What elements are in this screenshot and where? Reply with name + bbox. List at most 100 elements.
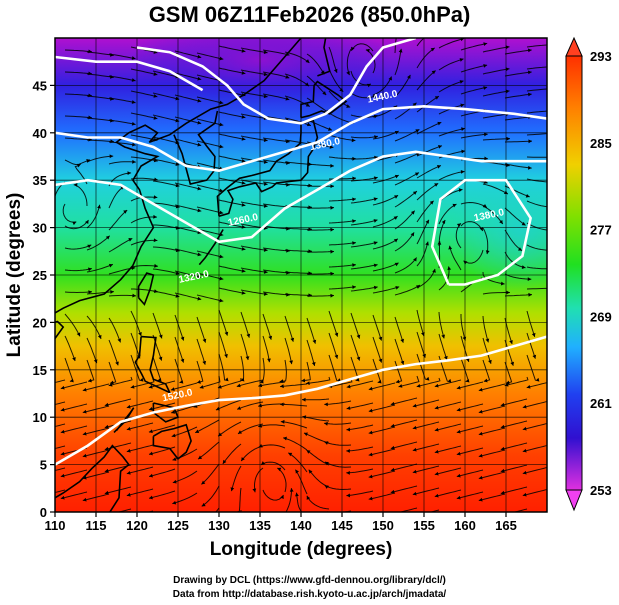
streamline-arrow — [328, 127, 333, 131]
streamline-arrow — [456, 223, 461, 228]
streamline — [240, 47, 268, 54]
streamline-arrow — [280, 384, 284, 389]
streamline-arrow — [149, 517, 153, 521]
streamline-arrow — [60, 407, 65, 412]
streamline — [108, 185, 125, 209]
streamline-arrow — [153, 116, 158, 120]
streamline — [64, 335, 76, 362]
streamline-arrow — [267, 358, 271, 363]
streamline — [174, 314, 185, 341]
streamline — [504, 163, 532, 169]
streamline-arrow — [289, 360, 294, 365]
coastlines — [55, 38, 348, 512]
streamline-arrow — [105, 235, 110, 240]
streamline-arrow — [126, 404, 131, 409]
streamline — [455, 222, 462, 249]
streamline-arrow — [324, 402, 328, 407]
y-tick-label: 15 — [33, 363, 47, 378]
streamline — [55, 489, 66, 494]
streamline-arrow — [245, 356, 250, 361]
streamline-arrow — [413, 257, 417, 262]
streamline-arrow — [82, 453, 87, 458]
streamline — [306, 295, 335, 297]
streamline-arrow — [478, 453, 483, 458]
streamline-arrow — [346, 449, 350, 453]
streamline — [240, 311, 250, 338]
streamline — [390, 419, 418, 427]
streamline — [296, 492, 303, 512]
streamline-arrow — [522, 404, 527, 409]
streamline — [350, 312, 360, 339]
streamline-arrow — [429, 200, 434, 205]
streamline-arrow — [412, 447, 417, 452]
streamline — [394, 284, 421, 296]
streamline — [500, 464, 528, 472]
streamline — [218, 243, 246, 250]
streamline — [306, 207, 335, 209]
streamline-arrow — [390, 445, 395, 450]
streamline-arrow — [263, 138, 268, 142]
streamline — [456, 447, 484, 455]
coastline-segment — [152, 423, 192, 461]
streamline-arrow — [199, 385, 204, 389]
streamline-arrow — [412, 469, 417, 474]
streamline — [394, 74, 411, 98]
streamline-arrow — [463, 260, 468, 265]
streamline-arrow — [522, 448, 527, 453]
streamline — [86, 139, 114, 143]
streamline-arrow — [197, 142, 202, 147]
streamline-arrow — [263, 94, 268, 99]
streamline-arrow — [351, 138, 356, 143]
streamline-arrow — [390, 401, 395, 406]
streamline-arrow — [478, 475, 483, 480]
streamline-arrow — [506, 290, 510, 295]
streamline — [482, 205, 504, 225]
streamline — [258, 381, 286, 387]
streamline — [174, 336, 184, 363]
streamline — [64, 137, 92, 141]
streamline — [126, 466, 154, 475]
streamline — [522, 444, 547, 452]
streamline — [218, 287, 246, 294]
streamline-arrow — [153, 238, 158, 243]
streamline — [416, 70, 437, 91]
streamline — [526, 200, 547, 208]
coastline-segment — [216, 119, 319, 217]
streamline — [328, 242, 356, 246]
y-tick-label: 20 — [33, 315, 47, 330]
streamline-arrow — [434, 183, 439, 187]
streamline-arrow — [198, 521, 202, 525]
streamline — [346, 48, 352, 76]
x-axis: 110 115 120 125 130 135 140 145 150 155 160 165 — [45, 512, 517, 533]
streamline-arrow — [479, 520, 483, 524]
streamline — [152, 312, 163, 339]
streamline-arrow — [149, 451, 153, 456]
streamline-arrow — [308, 469, 313, 474]
streamline — [218, 67, 246, 75]
streamline-arrow — [311, 362, 316, 366]
streamline-arrow — [521, 221, 526, 226]
streamline — [394, 172, 420, 186]
streamline-arrow — [443, 355, 448, 360]
streamline — [197, 441, 220, 460]
streamline — [148, 424, 176, 433]
streamline-arrow — [224, 377, 229, 382]
coastline-segment — [137, 272, 155, 306]
streamline — [108, 294, 137, 297]
streamline — [478, 471, 506, 479]
streamline — [372, 314, 382, 341]
coastline-segment — [55, 38, 302, 314]
streamline-arrow — [224, 353, 228, 358]
y-tick-label: 5 — [40, 458, 47, 473]
streamline — [262, 203, 290, 208]
streamline-arrow — [263, 204, 268, 208]
streamline — [350, 264, 378, 270]
contour-line — [55, 150, 547, 244]
streamline-arrow — [396, 27, 400, 31]
streamline-arrow — [352, 263, 356, 268]
streamline-arrow — [201, 502, 206, 507]
streamline-arrow — [238, 430, 243, 434]
streamline-arrow — [305, 103, 310, 107]
streamline-arrow — [483, 378, 488, 383]
